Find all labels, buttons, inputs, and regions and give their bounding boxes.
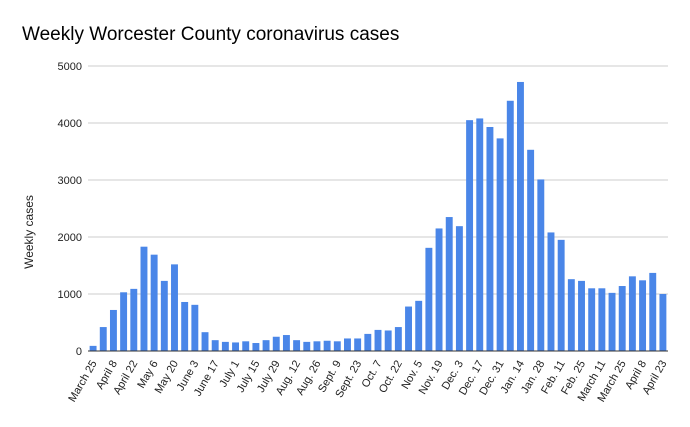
bar	[242, 341, 250, 351]
y-axis-ticks: 0 1000 2000 3000 4000 5000	[58, 61, 82, 358]
bar	[628, 276, 636, 351]
bar	[150, 254, 158, 351]
bar	[374, 329, 382, 351]
bar	[567, 279, 575, 351]
bar	[109, 309, 117, 351]
y-tick-label: 1000	[58, 289, 82, 301]
bar	[140, 246, 148, 351]
bar	[120, 292, 128, 351]
bar	[394, 327, 402, 351]
bar	[415, 300, 423, 351]
y-tick-label: 2000	[58, 232, 82, 244]
bars	[89, 81, 667, 352]
bar	[517, 81, 524, 352]
gridlines	[88, 65, 668, 295]
bar	[649, 272, 657, 351]
bar	[405, 306, 412, 351]
bar	[588, 288, 596, 351]
bar	[466, 120, 474, 352]
y-tick-label: 5000	[58, 61, 82, 73]
bar	[445, 217, 453, 351]
bar	[527, 149, 535, 351]
y-axis-label: Weekly cases	[22, 195, 36, 269]
bar	[506, 100, 514, 352]
bar	[618, 286, 626, 351]
bar	[232, 342, 239, 351]
bar	[293, 340, 301, 351]
bar	[221, 341, 229, 351]
bar	[425, 247, 433, 351]
y-tick-label: 3000	[58, 175, 82, 187]
bar	[659, 294, 667, 351]
bar	[211, 340, 219, 351]
bar	[344, 338, 351, 351]
chart-title: Weekly Worcester County coronavirus case…	[22, 24, 399, 45]
bar	[313, 341, 321, 351]
bar	[639, 280, 647, 351]
y-tick-label: 4000	[58, 118, 82, 130]
bar	[557, 239, 565, 351]
bar	[160, 280, 168, 351]
bar	[547, 232, 555, 351]
bar	[496, 138, 504, 351]
bar	[191, 304, 199, 351]
x-tick-label: March 25	[66, 359, 99, 405]
bar	[252, 343, 260, 351]
bar	[89, 345, 97, 351]
bar	[99, 327, 107, 351]
bar	[608, 292, 616, 351]
bar	[537, 179, 545, 351]
bar	[323, 340, 331, 351]
bar	[598, 288, 606, 351]
bar	[384, 330, 392, 351]
bar	[282, 335, 290, 351]
bar	[455, 226, 463, 351]
bar	[435, 228, 443, 351]
bar	[486, 126, 494, 352]
bar	[181, 301, 189, 351]
bar	[130, 288, 138, 351]
y-tick-label: 0	[76, 346, 82, 358]
bar	[578, 280, 585, 351]
bar	[272, 336, 280, 351]
bar	[354, 338, 362, 351]
bar	[171, 264, 178, 351]
bar	[364, 333, 372, 351]
bar	[476, 118, 484, 351]
bar	[262, 340, 270, 351]
bar	[201, 332, 209, 351]
bar	[333, 341, 341, 351]
bar	[303, 341, 311, 351]
